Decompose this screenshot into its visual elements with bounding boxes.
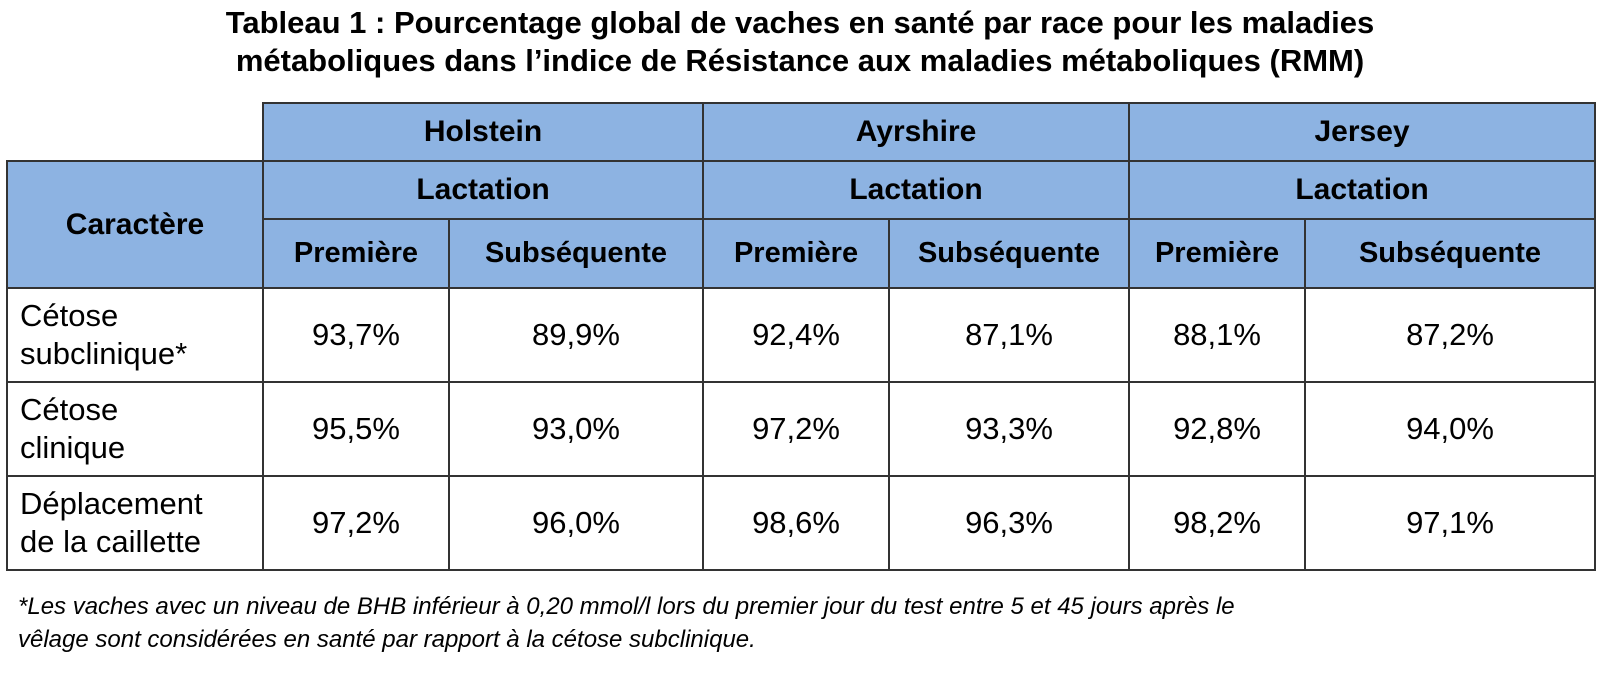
title-line-2: métaboliques dans l’indice de Résistance…	[235, 43, 1365, 78]
row-label-displaced-abomasum: Déplacement de la caillette	[6, 475, 264, 571]
breed-header-row: Holstein Ayrshire Jersey	[6, 102, 1597, 162]
table-row: Cétose subclinique* 93,7% 89,9% 92,4% 87…	[6, 287, 1597, 383]
subcolumn-first-ayrshire: Première	[702, 218, 891, 289]
subcolumn-subsequent-holstein: Subséquente	[447, 218, 705, 289]
row-label-clinical-ketosis: Cétose clinique	[6, 381, 264, 477]
subcolumn-subsequent-jersey: Subséquente	[1304, 218, 1597, 289]
table-cell: 87,2%	[1304, 287, 1597, 383]
table-cell: 97,2%	[702, 381, 891, 477]
lactation-header-ayrshire: Lactation	[702, 160, 1131, 220]
row-label-line: clinique	[20, 430, 126, 465]
lactation-header-row: Caractère Lactation Lactation Lactation	[6, 160, 1597, 289]
table-title: Tableau 1 : Pourcentage global de vaches…	[0, 4, 1600, 80]
data-table: Holstein Ayrshire Jersey Caractère Lacta…	[6, 102, 1597, 571]
table-cell: 93,3%	[888, 381, 1131, 477]
table-cell: 92,4%	[702, 287, 891, 383]
table-cell: 97,2%	[262, 475, 450, 571]
table-cell: 98,6%	[702, 475, 891, 571]
row-label-subclinical-ketosis: Cétose subclinique*	[6, 287, 264, 383]
breed-header-jersey: Jersey	[1128, 102, 1597, 162]
table-cell: 98,2%	[1128, 475, 1307, 571]
lactation-header-jersey: Lactation	[1128, 160, 1597, 220]
empty-corner-cell	[6, 102, 264, 162]
row-label-line: subclinique*	[20, 336, 188, 371]
table-cell: 95,5%	[262, 381, 450, 477]
lactation-header-holstein: Lactation	[261, 160, 705, 220]
footnote-line-1: *Les vaches avec un niveau de BHB inféri…	[18, 593, 1235, 620]
table-cell: 87,1%	[888, 287, 1131, 383]
breed-header-ayrshire: Ayrshire	[702, 102, 1131, 162]
row-label-line: de la caillette	[20, 524, 201, 559]
table-cell: 97,1%	[1304, 475, 1597, 571]
subcolumn-first-holstein: Première	[262, 218, 450, 289]
subcolumn-header-row: Première Subséquente Première Subséquent…	[7, 218, 1597, 289]
table-cell: 96,0%	[447, 475, 705, 571]
table-cell: 89,9%	[447, 287, 705, 383]
subcolumn-first-jersey: Première	[1128, 218, 1307, 289]
table-row: Déplacement de la caillette 97,2% 96,0% …	[6, 475, 1597, 571]
footnote-line-2: vêlage sont considérées en santé par rap…	[18, 626, 756, 653]
row-label-line: Cétose	[20, 392, 119, 427]
row-label-line: Cétose	[20, 298, 119, 333]
table-cell: 94,0%	[1304, 381, 1597, 477]
breed-header-holstein: Holstein	[261, 102, 705, 162]
table-cell: 93,0%	[447, 381, 705, 477]
footnote: *Les vaches avec un niveau de BHB inféri…	[18, 590, 1588, 656]
table-cell: 88,1%	[1128, 287, 1307, 383]
table-cell: 96,3%	[888, 475, 1131, 571]
subcolumn-subsequent-ayrshire: Subséquente	[888, 218, 1131, 289]
row-label-line: Déplacement	[20, 486, 203, 521]
title-line-1: Tableau 1 : Pourcentage global de vaches…	[225, 5, 1375, 40]
table-row: Cétose clinique 95,5% 93,0% 97,2% 93,3% …	[6, 381, 1597, 477]
table-cell: 92,8%	[1128, 381, 1307, 477]
trait-header: Caractère	[6, 160, 264, 289]
table-cell: 93,7%	[262, 287, 450, 383]
